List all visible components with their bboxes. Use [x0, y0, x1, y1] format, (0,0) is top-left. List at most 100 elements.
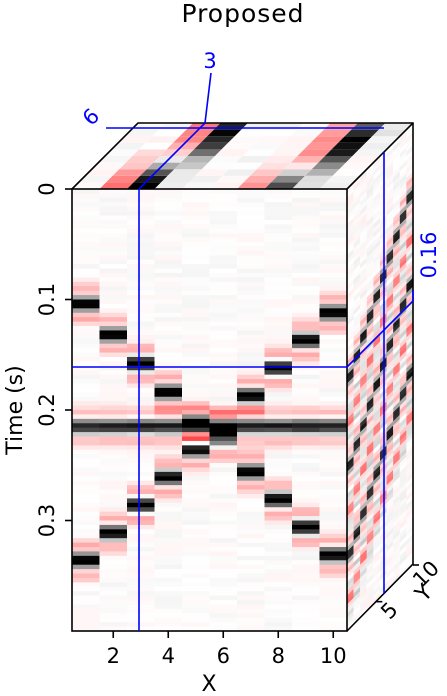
side-cell [360, 399, 367, 411]
side-cell [393, 361, 400, 374]
front-cell [154, 317, 183, 323]
front-cell [264, 286, 293, 292]
front-cell [127, 560, 156, 566]
x-slice-lead [204, 72, 212, 124]
side-cell [366, 242, 374, 254]
front-cell [182, 356, 211, 362]
front-cell [72, 401, 101, 407]
side-cell [347, 345, 354, 358]
front-cell [182, 498, 211, 504]
front-cell [72, 228, 101, 234]
front-cell [237, 387, 266, 393]
front-cell [72, 520, 101, 526]
side-cell [347, 575, 354, 588]
front-cell [72, 189, 101, 195]
side-cell [366, 476, 374, 489]
side-cell [360, 376, 367, 389]
side-cell [353, 334, 361, 347]
front-cell [319, 387, 347, 393]
side-cell [399, 240, 407, 252]
front-cell [72, 573, 101, 579]
side-cell [347, 257, 354, 270]
side-cell [393, 489, 400, 502]
side-cell [373, 589, 380, 601]
side-cell [347, 482, 354, 495]
side-cell [399, 187, 407, 199]
front-cell [264, 410, 293, 416]
side-cell [373, 297, 380, 310]
top-cell [111, 142, 146, 150]
side-cell [399, 191, 407, 204]
front-cell [319, 299, 347, 305]
front-cell [127, 538, 156, 544]
front-cell [127, 374, 156, 380]
side-cell [406, 481, 413, 493]
side-cell [399, 478, 407, 491]
front-cell [264, 343, 293, 349]
front-cell [99, 507, 128, 513]
side-cell [353, 189, 361, 201]
side-cell [399, 138, 407, 151]
side-cell [386, 200, 394, 212]
side-cell [366, 582, 374, 595]
front-cell [292, 401, 321, 407]
front-cell [182, 405, 211, 411]
front-cell [319, 418, 347, 424]
side-cell [353, 608, 361, 621]
front-cell [264, 538, 293, 544]
front-cell [154, 524, 183, 530]
side-cell [353, 449, 361, 462]
side-cell [353, 418, 361, 431]
front-cell [264, 577, 293, 583]
side-cell [399, 421, 407, 433]
front-cell [127, 471, 156, 477]
front-cell [292, 365, 321, 371]
front-cell [99, 308, 128, 314]
side-cell [386, 310, 394, 323]
side-cell [393, 392, 400, 405]
side-cell [366, 215, 374, 228]
front-cell [127, 352, 156, 358]
side-cell [399, 514, 407, 526]
top-cell [194, 142, 229, 150]
front-cell [209, 595, 238, 601]
front-cell [127, 458, 156, 464]
side-cell [399, 213, 407, 226]
side-cell [353, 507, 361, 519]
side-cell [406, 158, 413, 170]
front-cell [127, 591, 156, 597]
side-cell [386, 359, 394, 371]
side-cell [347, 425, 354, 438]
side-cell [360, 350, 367, 363]
t-slice-side [346, 300, 414, 368]
side-cell [406, 516, 413, 528]
front-cell [264, 511, 293, 517]
front-cell [319, 564, 347, 570]
front-cell [154, 264, 183, 270]
front-cell [264, 502, 293, 508]
top-cell [283, 136, 318, 143]
side-cell [347, 465, 354, 477]
front-cell [209, 577, 238, 583]
side-cell [366, 480, 374, 493]
front-cell [72, 343, 101, 349]
side-cell [399, 279, 407, 292]
top-cell [167, 169, 202, 176]
side-cell [386, 222, 394, 234]
front-cell [154, 463, 183, 469]
side-cell [347, 491, 354, 504]
front-cell [127, 555, 156, 561]
front-cell [209, 268, 238, 274]
side-cell [353, 379, 361, 391]
side-cell [360, 381, 367, 393]
side-cell [393, 520, 400, 533]
front-cell [154, 551, 183, 557]
side-cell [393, 242, 400, 254]
side-cell [360, 518, 367, 530]
side-cell [386, 324, 394, 336]
top-cell [235, 156, 270, 163]
front-cell [237, 538, 266, 544]
side-cell [399, 319, 407, 332]
front-cell [99, 383, 128, 389]
